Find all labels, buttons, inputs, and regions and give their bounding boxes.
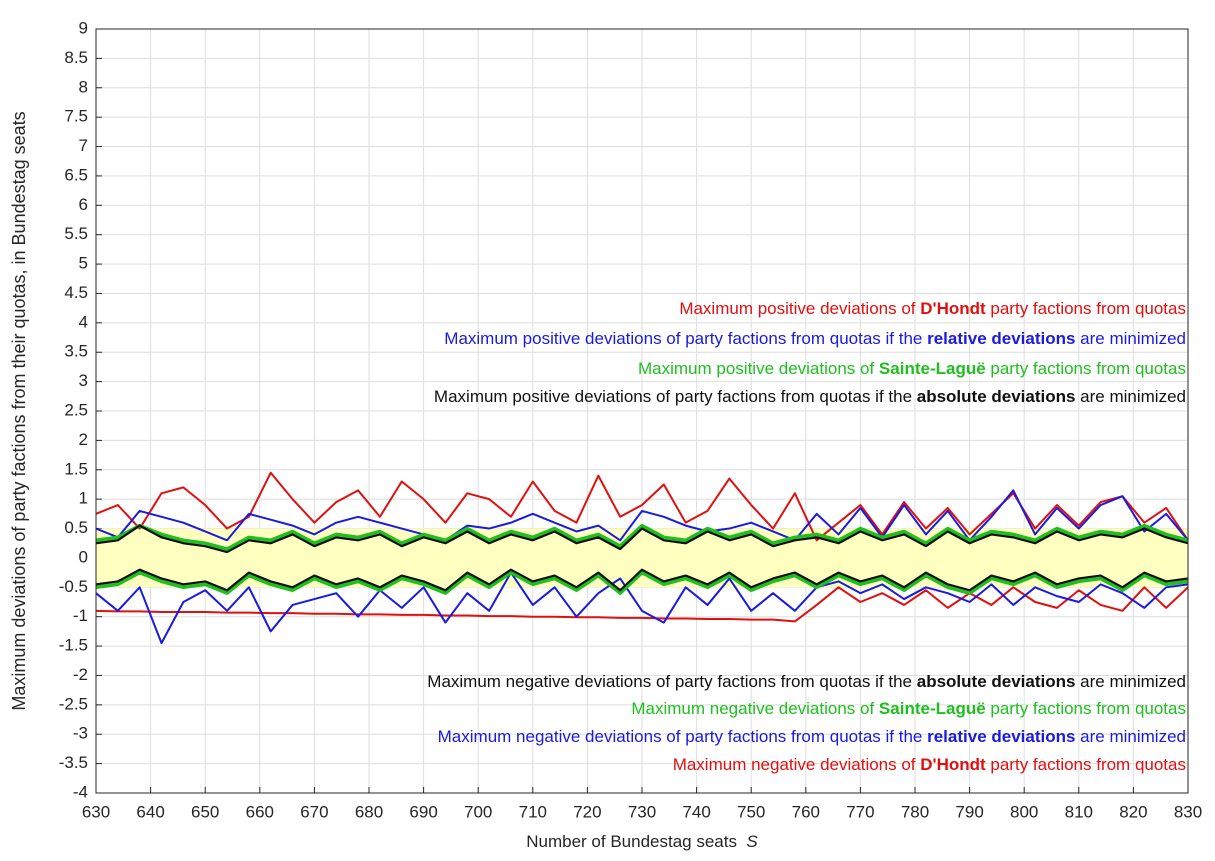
series-line — [95, 571, 1189, 645]
series-line — [95, 568, 1189, 592]
x-tick-label: 640 — [136, 802, 164, 821]
y-tick-label: 5 — [79, 254, 88, 273]
annotation-part: Maximum negative deviations of — [673, 755, 921, 774]
series-line — [95, 523, 1189, 551]
y-tick-label: 8.5 — [64, 48, 88, 67]
x-tick-label: 670 — [300, 802, 328, 821]
x-axis-label: Number of Bundestag seats S — [526, 832, 758, 851]
annotation-part: Maximum negative deviations of party fac… — [427, 672, 916, 691]
y-tick-label: 9 — [79, 18, 88, 37]
annotation: Maximum negative deviations of party fac… — [438, 727, 1186, 746]
series-line — [95, 489, 1189, 542]
annotation-part: party factions from quotas — [986, 359, 1186, 378]
annotation-part: are minimized — [1075, 672, 1186, 691]
y-tick-label: -4 — [73, 782, 88, 801]
annotation: Maximum positive deviations of D'Hondt p… — [679, 299, 1186, 318]
series-line — [95, 524, 1189, 554]
x-label-text: Number of Bundestag seats — [526, 832, 746, 851]
x-tick-label: 700 — [464, 802, 492, 821]
y-tick-label: 1 — [79, 489, 88, 508]
annotation-part: Sainte-Laguë — [879, 359, 986, 378]
annotation-part: party factions from quotas — [986, 755, 1186, 774]
y-tick-label: -2 — [73, 665, 88, 684]
y-tick-label: 2 — [79, 430, 88, 449]
y-tick-label: 5.5 — [64, 224, 88, 243]
y-tick-label: 6 — [79, 195, 88, 214]
x-tick-label: 790 — [955, 802, 983, 821]
series-line — [95, 586, 1189, 623]
x-tick-label: 730 — [628, 802, 656, 821]
annotation-part: party factions from quotas — [986, 699, 1186, 718]
annotation-part: are minimized — [1075, 387, 1186, 406]
annotation-part: Maximum negative deviations of — [631, 699, 879, 718]
annotation-part: party factions from quotas — [986, 299, 1186, 318]
y-tick-label: -0.5 — [59, 577, 88, 596]
y-tick-label: 4 — [79, 312, 88, 331]
y-tick-label: -1.5 — [59, 636, 88, 655]
annotation-part: absolute deviations — [917, 672, 1076, 691]
annotation-part: Maximum positive deviations of party fac… — [444, 329, 927, 348]
x-tick-label: 720 — [573, 802, 601, 821]
y-tick-label: -3.5 — [59, 753, 88, 772]
annotation: Maximum positive deviations of party fac… — [444, 329, 1186, 348]
x-tick-label: 710 — [519, 802, 547, 821]
y-tick-label: -2.5 — [59, 694, 88, 713]
annotation-part: Maximum positive deviations of — [638, 359, 879, 378]
annotation-part: Maximum positive deviations of party fac… — [434, 387, 917, 406]
y-tick-label: 6.5 — [64, 165, 88, 184]
x-tick-label: 770 — [846, 802, 874, 821]
x-tick-label: 740 — [682, 802, 710, 821]
annotation-part: D'Hondt — [920, 755, 986, 774]
x-tick-label: 820 — [1119, 802, 1147, 821]
annotation-part: D'Hondt — [920, 299, 986, 318]
x-tick-label: 780 — [901, 802, 929, 821]
x-tick-label: 750 — [737, 802, 765, 821]
annotation-part: Maximum positive deviations of — [679, 299, 920, 318]
y-tick-label: 2.5 — [64, 400, 88, 419]
y-tick-label: 3.5 — [64, 342, 88, 361]
annotation: Maximum positive deviations of Sainte-La… — [638, 359, 1186, 378]
annotation-part: absolute deviations — [917, 387, 1076, 406]
annotation-part: Maximum negative deviations of party fac… — [438, 727, 927, 746]
annotation-part: relative deviations — [927, 329, 1075, 348]
x-tick-label: 830 — [1174, 802, 1202, 821]
y-tick-label: 1.5 — [64, 459, 88, 478]
x-tick-label: 690 — [409, 802, 437, 821]
y-tick-label: 7.5 — [64, 107, 88, 126]
annotation: Maximum negative deviations of D'Hondt p… — [673, 755, 1186, 774]
y-tick-label: 8 — [79, 77, 88, 96]
annotation-part: relative deviations — [927, 727, 1075, 746]
x-tick-label: 800 — [1010, 802, 1038, 821]
y-axis-label: Maximum deviations of party factions fro… — [9, 111, 29, 710]
x-tick-label: 630 — [82, 802, 110, 821]
x-label-symbol: S — [746, 832, 758, 851]
y-tick-label: 4.5 — [64, 283, 88, 302]
y-tick-label: 3 — [79, 371, 88, 390]
annotation-part: are minimized — [1075, 727, 1186, 746]
y-tick-label: 0.5 — [64, 518, 88, 537]
y-tick-label: -1 — [73, 606, 88, 625]
x-tick-label: 760 — [792, 802, 820, 821]
annotation: Maximum positive deviations of party fac… — [434, 387, 1186, 406]
annotation-part: are minimized — [1075, 329, 1186, 348]
x-tick-label: 810 — [1065, 802, 1093, 821]
series-line — [95, 570, 1189, 595]
y-tick-label: -3 — [73, 724, 88, 743]
annotation-part: Sainte-Laguë — [879, 699, 986, 718]
y-tick-label: 7 — [79, 136, 88, 155]
annotation: Maximum negative deviations of Sainte-La… — [631, 699, 1186, 718]
plot-frame — [95, 28, 1189, 794]
x-tick-label: 650 — [191, 802, 219, 821]
x-tick-label: 680 — [355, 802, 383, 821]
y-tick-label: 0 — [79, 547, 88, 566]
annotation: Maximum negative deviations of party fac… — [427, 672, 1186, 691]
x-tick-label: 660 — [246, 802, 274, 821]
